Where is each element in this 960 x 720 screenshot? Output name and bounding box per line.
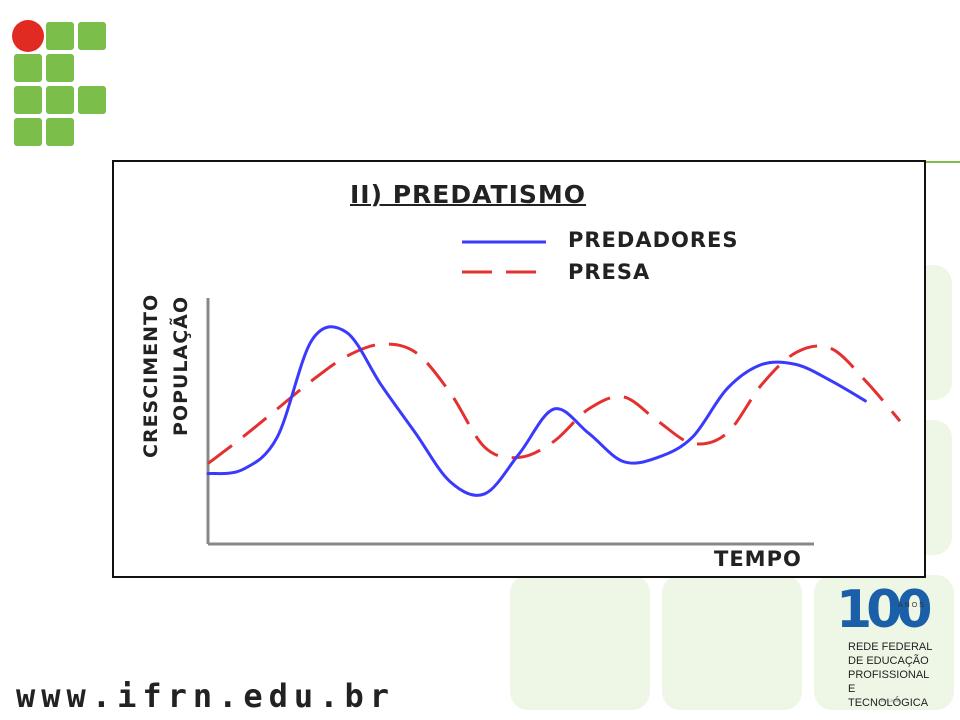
badge-number: 100 <box>836 580 933 640</box>
badge-years: 1909-2009 <box>880 698 900 703</box>
background-tile <box>662 575 802 710</box>
series-line-presa <box>207 342 902 465</box>
x-axis-label: TEMPO <box>714 547 802 571</box>
logo-square <box>46 22 74 50</box>
logo-square <box>14 54 42 82</box>
chart-frame: II) PREDATISMO CRESCIMENTO POPULAÇÃO TEM… <box>112 160 926 578</box>
y-axis-label-line1: CRESCIMENTO <box>140 293 162 458</box>
series-line-predadores <box>206 325 867 497</box>
logo-square <box>14 86 42 114</box>
institution-logo <box>12 20 112 150</box>
legend-label-predadores: PREDADORES <box>568 228 739 252</box>
background-tile <box>510 575 650 710</box>
logo-red-dot <box>12 20 44 52</box>
badge-line2: DE EDUCAÇÃO <box>848 655 929 667</box>
y-axis-label-line2: POPULAÇÃO <box>170 295 192 436</box>
badge-text: REDE FEDERAL DE EDUCAÇÃO PROFISSIONAL E … <box>848 640 936 710</box>
header-rule <box>900 161 960 163</box>
badge-anos: ANOS <box>898 602 926 609</box>
centenary-badge: 100 ANOS REDE FEDERAL DE EDUCAÇÃO PROFIS… <box>834 580 936 709</box>
logo-square <box>78 86 106 114</box>
logo-square <box>46 54 74 82</box>
background-tile <box>814 575 954 710</box>
chart-svg <box>206 240 902 546</box>
logo-square <box>14 118 42 146</box>
y-axis-label: CRESCIMENTO POPULAÇÃO <box>138 246 198 466</box>
legend-label-presa: PRESA <box>568 260 651 284</box>
logo-square <box>46 118 74 146</box>
logo-square <box>78 22 106 50</box>
badge-line1: REDE FEDERAL <box>848 641 933 653</box>
website-url: www.ifrn.edu.br <box>16 677 395 715</box>
chart-title: II) PREDATISMO <box>350 180 587 209</box>
badge-line4: E TECNOLÓGICA <box>848 683 929 709</box>
logo-square <box>46 86 74 114</box>
badge-line3: PROFISSIONAL <box>848 669 930 681</box>
